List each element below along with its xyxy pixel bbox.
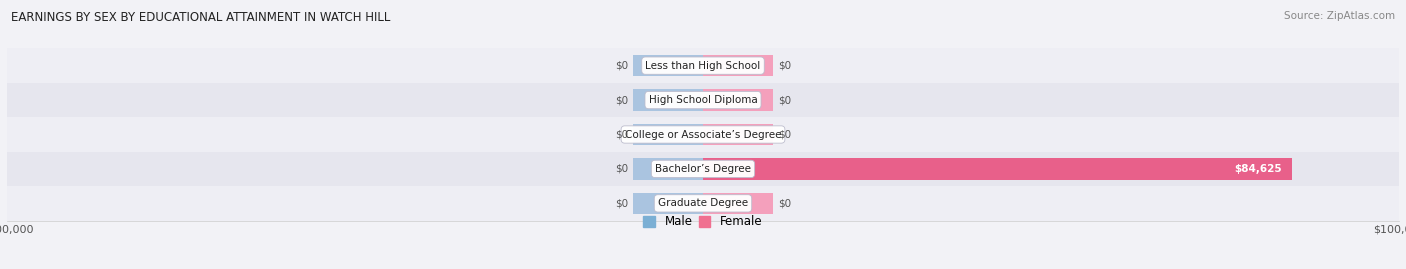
Bar (7, 48, 1399, 83)
Bar (633, 193, 703, 214)
Bar (7, 186, 1399, 221)
Bar (7, 83, 1399, 117)
Text: Graduate Degree: Graduate Degree (658, 198, 748, 208)
Bar (703, 124, 773, 145)
Bar (633, 89, 703, 111)
Text: College or Associate’s Degree: College or Associate’s Degree (624, 129, 782, 140)
Bar (7, 117, 1399, 152)
Text: $0: $0 (778, 95, 792, 105)
Bar (7, 152, 1399, 186)
Text: $0: $0 (778, 129, 792, 140)
Bar (703, 89, 773, 111)
Bar (703, 158, 1292, 180)
Text: Less than High School: Less than High School (645, 61, 761, 71)
Bar (633, 55, 703, 76)
Bar (633, 158, 703, 180)
Text: $0: $0 (778, 198, 792, 208)
Text: Source: ZipAtlas.com: Source: ZipAtlas.com (1284, 11, 1395, 21)
Text: $84,625: $84,625 (1234, 164, 1281, 174)
Legend: Male, Female: Male, Female (644, 215, 762, 228)
Text: $0: $0 (614, 61, 628, 71)
Bar (633, 124, 703, 145)
Bar (703, 193, 773, 214)
Text: High School Diploma: High School Diploma (648, 95, 758, 105)
Text: Bachelor’s Degree: Bachelor’s Degree (655, 164, 751, 174)
Text: $0: $0 (778, 61, 792, 71)
Text: $0: $0 (614, 198, 628, 208)
Text: $0: $0 (614, 164, 628, 174)
Text: EARNINGS BY SEX BY EDUCATIONAL ATTAINMENT IN WATCH HILL: EARNINGS BY SEX BY EDUCATIONAL ATTAINMEN… (11, 11, 391, 24)
Text: $0: $0 (614, 95, 628, 105)
Bar (703, 55, 773, 76)
Text: $0: $0 (614, 129, 628, 140)
